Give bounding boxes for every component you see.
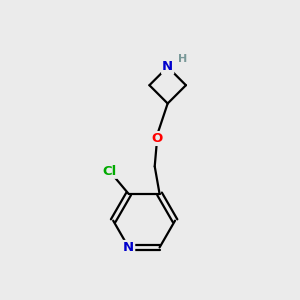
- Text: N: N: [162, 61, 173, 74]
- Text: O: O: [152, 132, 163, 145]
- Text: Cl: Cl: [103, 165, 117, 178]
- Text: N: N: [123, 241, 134, 254]
- Text: H: H: [178, 54, 187, 64]
